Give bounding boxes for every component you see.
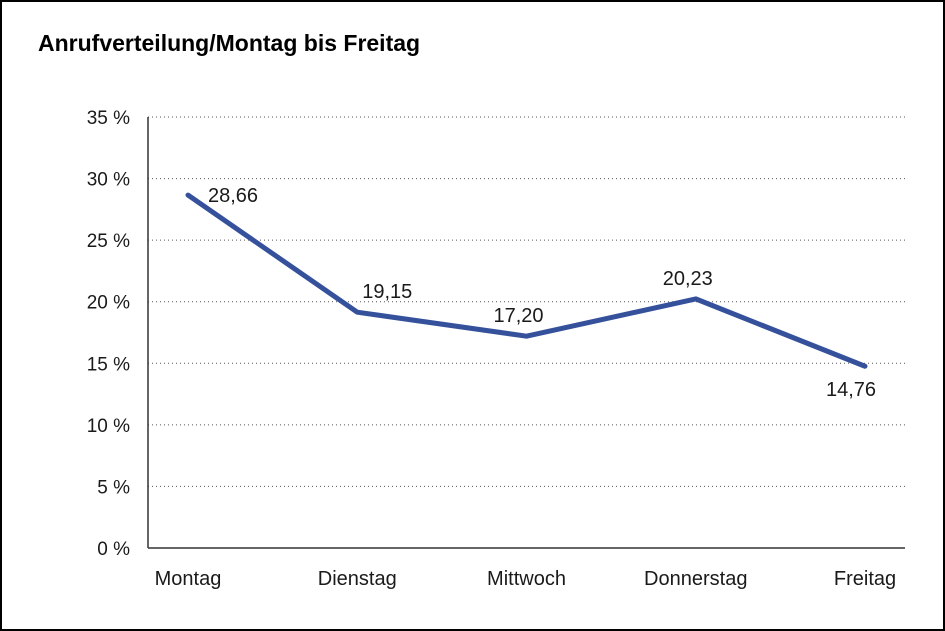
x-category-label: Freitag <box>834 568 896 590</box>
x-category-label: Montag <box>155 568 222 590</box>
y-tick-label: 25 % <box>87 231 130 252</box>
y-tick-label: 5 % <box>97 477 130 498</box>
y-tick-label: 35 % <box>87 108 130 129</box>
data-point-label: 20,23 <box>663 268 713 290</box>
data-point-label: 14,76 <box>826 379 876 401</box>
x-category-label: Dienstag <box>318 568 397 590</box>
data-point-label: 19,15 <box>362 281 412 303</box>
x-category-label: Donnerstag <box>644 568 747 590</box>
y-tick-label: 0 % <box>97 539 130 560</box>
data-line <box>185 192 868 369</box>
y-tick-label: 15 % <box>87 354 130 375</box>
y-tick-label: 30 % <box>87 170 130 191</box>
data-point-label: 17,20 <box>493 305 543 327</box>
y-tick-label: 10 % <box>87 416 130 437</box>
y-tick-label: 20 % <box>87 293 130 314</box>
x-category-label: Mittwoch <box>487 568 566 590</box>
chart-title: Anrufverteilung/Montag bis Freitag <box>38 30 421 56</box>
data-point-label: 28,66 <box>208 185 258 207</box>
